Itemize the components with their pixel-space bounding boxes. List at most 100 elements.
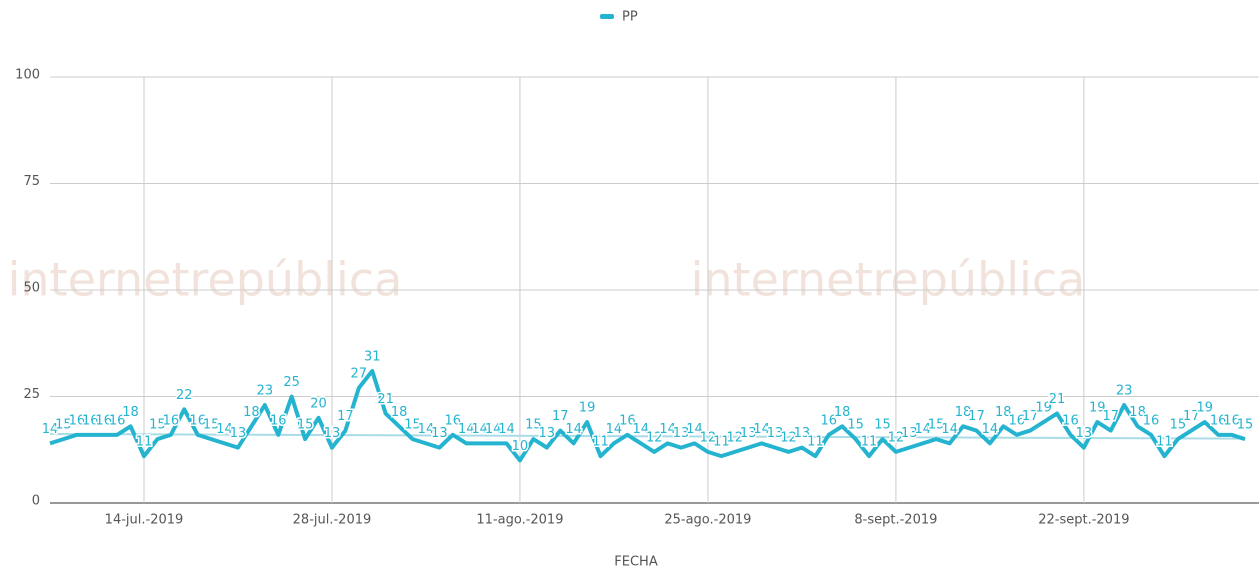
data-label: 14 <box>42 422 59 437</box>
data-label: 12 <box>646 430 663 445</box>
data-label: 14 <box>753 422 770 437</box>
data-label: 15 <box>847 418 864 433</box>
data-label: 16 <box>619 413 636 428</box>
data-label: 17 <box>968 409 985 424</box>
y-tick-label: 50 <box>23 281 40 296</box>
x-tick-label: 28-jul.-2019 <box>293 513 372 528</box>
data-label: 16 <box>82 413 99 428</box>
data-label: 15 <box>404 418 421 433</box>
x-tick-label: 25-ago.-2019 <box>664 513 751 528</box>
data-label: 19 <box>1089 401 1106 416</box>
data-label: 16 <box>95 413 112 428</box>
legend-swatch <box>600 14 614 19</box>
data-line <box>49 368 1246 463</box>
data-label: 18 <box>122 405 139 420</box>
data-label: 27 <box>351 366 368 381</box>
data-label: 13 <box>431 426 448 441</box>
data-label: 16 <box>1062 413 1079 428</box>
data-label: 17 <box>1183 409 1200 424</box>
data-label: 15 <box>297 418 314 433</box>
data-label: 18 <box>243 405 260 420</box>
data-label: 16 <box>270 413 287 428</box>
data-label: 16 <box>189 413 206 428</box>
data-label: 17 <box>1102 409 1119 424</box>
data-label: 15 <box>149 418 166 433</box>
legend-label: PP <box>622 10 638 25</box>
watermark: internetrepública <box>691 253 1086 307</box>
data-label: 15 <box>55 418 72 433</box>
data-label: 14 <box>606 422 623 437</box>
data-label: 16 <box>445 413 462 428</box>
data-label: 17 <box>1022 409 1039 424</box>
data-label: 22 <box>176 388 193 403</box>
data-label: 14 <box>633 422 650 437</box>
data-label: 14 <box>498 422 515 437</box>
data-label: 16 <box>1210 413 1227 428</box>
data-label: 16 <box>1223 413 1240 428</box>
data-label: 18 <box>995 405 1012 420</box>
data-label: 11 <box>807 435 824 450</box>
data-label: 11 <box>861 435 878 450</box>
data-label: 14 <box>418 422 435 437</box>
data-label: 19 <box>1035 401 1052 416</box>
data-label: 16 <box>69 413 86 428</box>
data-label: 14 <box>458 422 475 437</box>
data-label: 15 <box>203 418 220 433</box>
data-label: 14 <box>982 422 999 437</box>
data-label: 17 <box>337 409 354 424</box>
data-label: 12 <box>888 430 905 445</box>
data-label: 14 <box>914 422 931 437</box>
data-label: 31 <box>364 349 381 364</box>
data-label: 16 <box>1143 413 1160 428</box>
data-label: 18 <box>391 405 408 420</box>
data-label: 23 <box>1116 384 1133 399</box>
data-label: 11 <box>1156 435 1173 450</box>
watermark: internetrepública <box>8 253 403 307</box>
data-label: 21 <box>1049 392 1066 407</box>
x-tick-label: 14-jul.-2019 <box>105 513 184 528</box>
data-label: 23 <box>257 384 274 399</box>
data-label: 13 <box>767 426 784 441</box>
data-label: 13 <box>740 426 757 441</box>
data-label: 13 <box>794 426 811 441</box>
data-label: 15 <box>525 418 542 433</box>
data-label: 13 <box>673 426 690 441</box>
data-label: 14 <box>686 422 703 437</box>
data-label: 18 <box>955 405 972 420</box>
data-label: 16 <box>820 413 837 428</box>
data-label: 15 <box>874 418 891 433</box>
data-label: 13 <box>539 426 556 441</box>
data-label: 20 <box>310 396 327 411</box>
data-label: 14 <box>565 422 582 437</box>
data-label: 18 <box>1129 405 1146 420</box>
data-label: 18 <box>834 405 851 420</box>
data-label: 11 <box>592 435 609 450</box>
data-label: 16 <box>1008 413 1025 428</box>
data-label: 13 <box>901 426 918 441</box>
data-label: 13 <box>324 426 341 441</box>
data-label: 12 <box>780 430 797 445</box>
data-label: 19 <box>1196 401 1213 416</box>
y-tick-label: 0 <box>32 494 40 509</box>
x-axis-title: FECHA <box>614 555 658 569</box>
x-tick-label: 11-ago.-2019 <box>476 513 563 528</box>
data-label: 15 <box>928 418 945 433</box>
data-label: 15 <box>1237 418 1254 433</box>
data-label: 16 <box>163 413 180 428</box>
data-label: 11 <box>136 435 153 450</box>
data-label: 11 <box>713 435 730 450</box>
data-label: 15 <box>1170 418 1187 433</box>
data-label: 14 <box>659 422 676 437</box>
data-label: 16 <box>109 413 126 428</box>
data-label: 12 <box>727 430 744 445</box>
data-label: 14 <box>485 422 502 437</box>
data-label: 14 <box>941 422 958 437</box>
data-label: 14 <box>471 422 488 437</box>
y-tick-label: 100 <box>15 68 40 83</box>
x-tick-label: 22-sept.-2019 <box>1038 513 1129 528</box>
y-tick-label: 25 <box>23 387 40 402</box>
data-label: 13 <box>1076 426 1093 441</box>
data-label: 12 <box>700 430 717 445</box>
data-label: 14 <box>216 422 233 437</box>
